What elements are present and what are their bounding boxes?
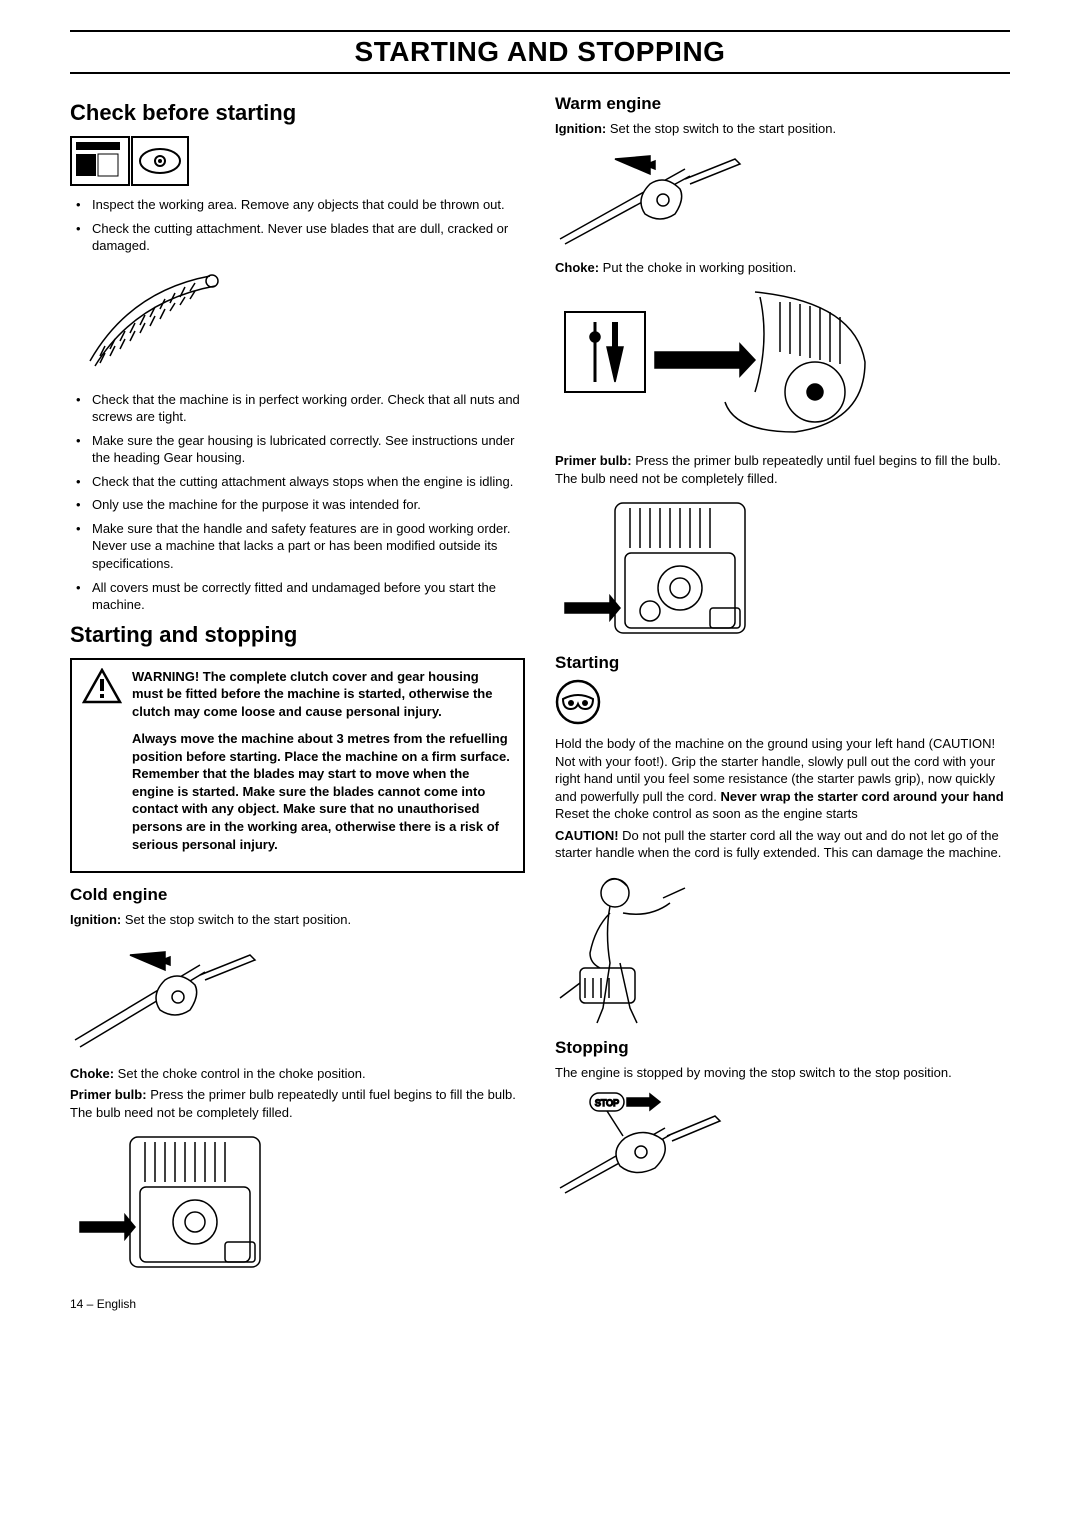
heading-cold-engine: Cold engine [70,885,525,905]
text: Set the stop switch to the start positio… [606,121,836,136]
heading-warm-engine: Warm engine [555,94,1010,114]
warning-text: WARNING! The complete clutch cover and g… [132,668,513,863]
warning-para-2: Always move the machine about 3 metres f… [132,730,513,853]
text: Do not pull the starter cord all the way… [555,828,1001,861]
figure-stop-switch-stop: STOP [555,1088,1010,1198]
figure-person-starting [555,868,1010,1028]
text: Set the choke control in the choke posit… [114,1066,366,1081]
list-item: Check that the machine is in perfect wor… [70,391,525,426]
text: Put the choke in working position. [599,260,796,275]
page-footer: 14 – English [70,1297,1010,1311]
warning-triangle-icon [82,668,122,863]
figure-eye-box-icon [70,136,525,186]
page-title: STARTING AND STOPPING [355,36,726,67]
heading-starting-and-stopping: Starting and stopping [70,622,525,648]
list-item: Make sure the gear housing is lubricated… [70,432,525,467]
figure-blade-illustration [70,261,525,381]
warm-ignition-text: Ignition: Set the stop switch to the sta… [555,120,1010,138]
label-primer: Primer bulb: [70,1087,147,1102]
list-item: Check that the cutting attachment always… [70,473,525,491]
list-item: Only use the machine for the purpose it … [70,496,525,514]
list-item: Make sure that the handle and safety fea… [70,520,525,573]
cold-choke-text: Choke: Set the choke control in the chok… [70,1065,525,1083]
figure-engine-primer [70,1127,525,1277]
warning-box: WARNING! The complete clutch cover and g… [70,658,525,873]
cold-primer-text: Primer bulb: Press the primer bulb repea… [70,1086,525,1121]
text: Reset the choke control as soon as the e… [555,806,858,821]
check-bullet-list-2: Check that the machine is in perfect wor… [70,391,525,614]
page-title-wrap: STARTING AND STOPPING [70,30,1010,74]
right-column: Warm engine Ignition: Set the stop switc… [555,92,1010,1287]
label-choke: Choke: [70,1066,114,1081]
warm-primer-text: Primer bulb: Press the primer bulb repea… [555,452,1010,487]
label-ignition: Ignition: [70,912,121,927]
figure-engine-primer-2 [555,493,1010,643]
figure-goggles-icon [555,679,1010,725]
check-bullet-list: Inspect the working area. Remove any obj… [70,196,525,255]
heading-check-before-starting: Check before starting [70,100,525,126]
svg-text:STOP: STOP [595,1098,619,1108]
cold-ignition-text: Ignition: Set the stop switch to the sta… [70,911,525,929]
warning-para-1: WARNING! The complete clutch cover and g… [132,668,513,721]
figure-stop-switch [70,935,525,1055]
page-root: STARTING AND STOPPING Check before start… [0,0,1080,1331]
figure-choke-working [555,282,1010,442]
figure-stop-switch-warm [555,144,1010,249]
heading-stopping: Stopping [555,1038,1010,1058]
list-item: Inspect the working area. Remove any obj… [70,196,525,214]
text-bold: CAUTION! [555,828,619,843]
columns: Check before starting Inspect the workin… [70,92,1010,1287]
list-item: All covers must be correctly fitted and … [70,579,525,614]
heading-starting: Starting [555,653,1010,673]
warm-choke-text: Choke: Put the choke in working position… [555,259,1010,277]
left-column: Check before starting Inspect the workin… [70,92,525,1287]
label-choke: Choke: [555,260,599,275]
starting-para-2: CAUTION! Do not pull the starter cord al… [555,827,1010,862]
text: Set the stop switch to the start positio… [121,912,351,927]
starting-para-1: Hold the body of the machine on the grou… [555,735,1010,823]
label-ignition: Ignition: [555,121,606,136]
list-item: Check the cutting attachment. Never use … [70,220,525,255]
stopping-text: The engine is stopped by moving the stop… [555,1064,1010,1082]
label-primer: Primer bulb: [555,453,632,468]
text-bold: Never wrap the starter cord around your … [720,789,1003,804]
